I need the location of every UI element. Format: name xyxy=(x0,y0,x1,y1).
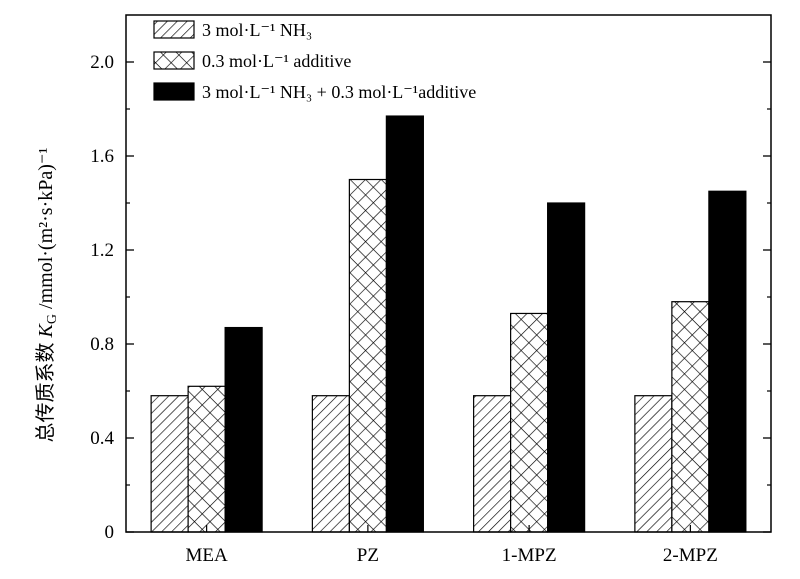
y-axis-label: 总传质系数 KG /mmol·(m²·s·kPa)⁻¹ xyxy=(34,148,60,443)
bar-mea-series-1 xyxy=(150,395,189,533)
y-tick-label: 0.4 xyxy=(90,428,114,449)
x-tick-label: PZ xyxy=(357,545,379,566)
y-tick-label: 1.6 xyxy=(90,146,114,167)
y-tick-label: 1.2 xyxy=(90,240,114,261)
legend-label-1: 3 mol·L⁻¹ NH₃ xyxy=(202,20,312,40)
y-tick-label: 0.8 xyxy=(90,334,114,355)
legend-swatch-2 xyxy=(153,51,195,70)
bar-2-mpz-series-1 xyxy=(634,395,673,533)
bar-1-mpz-series-2 xyxy=(510,312,549,533)
bar-pz-series-1 xyxy=(311,395,350,533)
x-tick-label: MEA xyxy=(186,545,229,566)
legend-label-2: 0.3 mol·L⁻¹ additive xyxy=(202,51,351,71)
axes: 0 0.4 0.8 1.2 1.6 2.0 MEA PZ 1-MPZ 2-MPZ xyxy=(90,14,772,566)
bar-pz-series-3 xyxy=(385,115,424,533)
bar-mea-series-2 xyxy=(187,385,226,533)
bar-mea-series-3 xyxy=(224,326,263,533)
x-tick-label: 2-MPZ xyxy=(663,545,718,566)
bar-1-mpz-series-1 xyxy=(473,395,512,533)
legend: 3 mol·L⁻¹ NH₃ 0.3 mol·L⁻¹ additive 3 mol·L… xyxy=(153,20,476,102)
x-tick-label: 1-MPZ xyxy=(502,545,557,566)
y-tick-label: 0 xyxy=(105,522,115,543)
bar-2-mpz-series-2 xyxy=(671,301,710,533)
bar-1-mpz-series-3 xyxy=(547,202,586,533)
bar-2-mpz-series-3 xyxy=(708,190,747,533)
y-tick-label: 2.0 xyxy=(90,52,114,73)
bar-pz-series-2 xyxy=(348,178,387,533)
bars xyxy=(150,115,747,533)
legend-swatch-3 xyxy=(153,82,195,101)
legend-label-3: 3 mol·L⁻¹ NH₃ + 0.3 mol·L⁻¹additive xyxy=(202,82,476,102)
plot-frame xyxy=(125,14,772,533)
legend-swatch-1 xyxy=(153,20,195,39)
